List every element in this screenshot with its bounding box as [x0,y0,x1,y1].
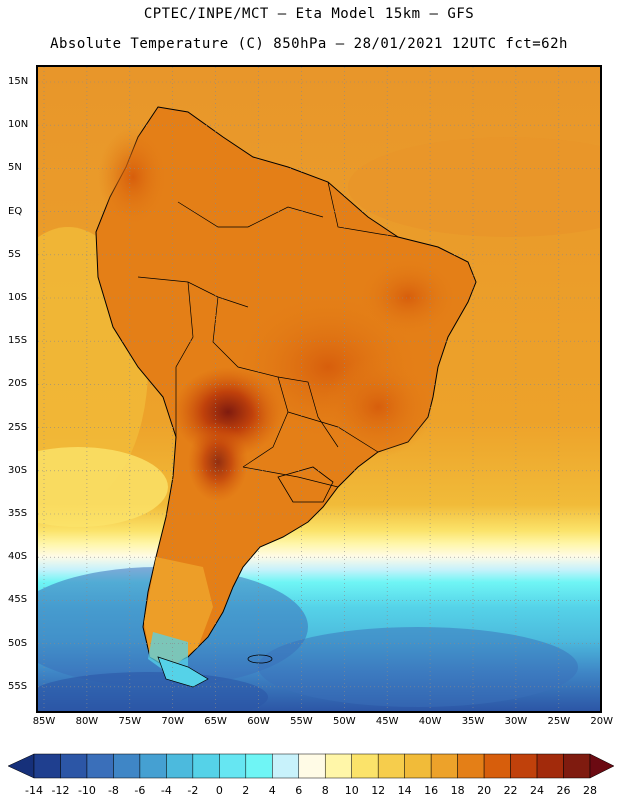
colorbar-label: 28 [583,784,597,797]
uruguay-outline [277,466,334,503]
tierra-del-fuego [157,656,209,688]
longitude-label: 55W [290,716,313,727]
colorbar-swatch [245,753,273,779]
colorbar-swatch [272,753,300,779]
colorbar-swatch [33,753,61,779]
latitude-label: 30S [8,464,28,476]
latitude-label: 15S [8,335,28,347]
colorbar-swatch [219,753,247,779]
latitude-label: 45S [8,594,28,606]
colorbar-swatch [192,753,220,779]
colorbar-swatch [324,753,352,779]
longitude-label: 40W [418,716,442,727]
colorbar-swatch [86,753,114,779]
hot-core-southeast-brazil [323,357,433,457]
colorbar-label: -2 [187,784,199,797]
cold-pool-south [38,672,268,711]
latitude-label: 35S [8,508,28,519]
colorbar-swatch [536,753,564,779]
colorbar-label: -14 [25,784,43,797]
colorbar-swatch [483,753,511,779]
colorbar-label: 6 [295,784,303,797]
colorbar-label: -6 [134,784,146,797]
longitude-label: 65W [204,716,227,727]
colorbar-label: 10 [344,784,359,797]
warm-atlantic-band [348,137,600,237]
colorbar-swatch [457,753,485,779]
temperature-map [36,65,602,713]
colorbar-label: 18 [450,784,465,797]
colorbar-swatch [563,753,591,779]
colorbar-high-arrow [589,753,615,779]
longitude-label: 60W [247,716,270,727]
colorbar-swatch [60,753,88,779]
map-title: CPTEC/INPE/MCT – Eta Model 15km – GFS [143,6,475,22]
latitude-label: 50S [8,637,28,649]
longitude-label: 70W [161,716,184,727]
colorbar-label: 20 [477,784,492,797]
latitude-label: EQ [8,205,23,217]
colorbar-swatch [430,753,458,779]
latitude-label: 10N [8,119,29,131]
colorbar-swatch [351,753,379,779]
colorbar-label: -10 [77,784,96,797]
colorbar-label: -12 [51,784,70,797]
latitude-label: 40S [8,551,28,563]
colorbar-label: 2 [242,784,250,797]
latitude-label: 15N [8,76,29,87]
map-subtitle: Absolute Temperature (C) 850hPa – 28/01/… [50,36,568,52]
colorbar-label: 16 [424,784,439,797]
longitude-label: 45W [375,716,399,727]
longitude-label: 35W [461,716,485,727]
latitude-label: 25S [8,421,28,433]
longitude-label: 85W [32,716,56,727]
colorbar-swatch [166,753,194,779]
latitude-label: 5N [8,162,22,174]
colorbar-swatch [510,753,538,779]
longitude-label: 75W [118,716,142,727]
colorbar-swatch [113,753,141,779]
latitude-label: 20S [8,378,28,390]
colorbar-low-arrow [7,753,35,779]
graticule-grid [38,67,600,711]
color-scale-bar [7,753,615,779]
colorbar-swatch [139,753,167,779]
cold-pool-southeast [258,627,578,707]
colorbar-swatch [298,753,326,779]
colorbar-label: -4 [160,784,172,797]
colorbar-swatch [404,753,432,779]
colorbar-label: 26 [556,784,571,797]
patagonia-tip [148,632,188,672]
colorbar-label: 0 [215,784,223,797]
longitude-label: 25W [547,716,571,727]
latitude-label: 10S [8,292,28,303]
colorbar-label: 14 [397,784,412,797]
colorbar-label: 22 [503,784,518,797]
longitude-label: 80W [75,716,99,727]
latitude-label: 55S [8,680,28,692]
colorbar-label: 12 [371,784,386,797]
latitude-label: 5S [8,248,21,260]
longitude-label: 20W [590,716,613,727]
falkland-islands [247,654,273,664]
colorbar-label: 8 [321,784,329,797]
pacific-yellow-patch [38,447,168,527]
hot-core-bolivia [188,422,248,502]
hot-core-northeast-brazil [358,257,458,337]
country-borders [137,181,399,488]
hot-core-colombia [98,127,168,227]
colorbar-label: 24 [530,784,545,797]
longitude-label: 30W [504,716,528,727]
colorbar-label: 4 [268,784,276,797]
temperature-field [38,67,600,711]
longitude-label: 50W [332,716,356,727]
colorbar-swatch [377,753,405,779]
colorbar-label: -8 [107,784,119,797]
